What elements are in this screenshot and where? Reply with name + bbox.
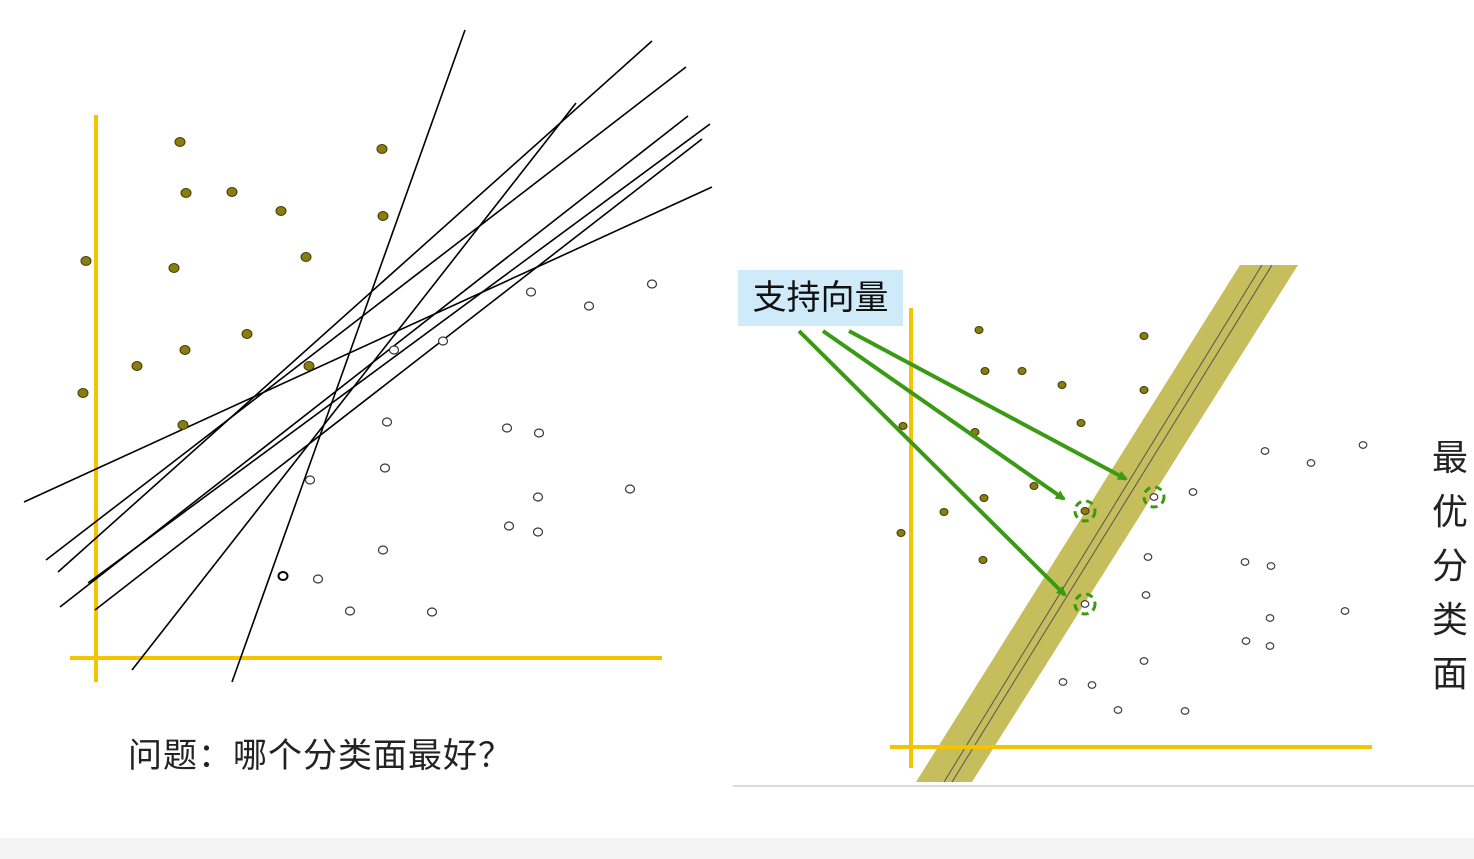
class-b-point (277, 571, 289, 581)
support-vector-ring (1073, 499, 1097, 523)
arrow (848, 329, 1128, 481)
class-b-point (1340, 607, 1350, 615)
class-b-point (1260, 447, 1270, 455)
class-a-point (303, 361, 315, 371)
right-panel (733, 264, 1474, 787)
class-b-point (1265, 614, 1275, 622)
class-a-point (241, 329, 253, 339)
class-a-point (80, 256, 92, 266)
class-a-point (1139, 332, 1149, 340)
class-b-point (388, 345, 400, 355)
class-b-point (1141, 591, 1151, 599)
class-a-point (1057, 381, 1067, 389)
class-a-point (174, 137, 186, 147)
candidate-line (87, 123, 711, 584)
class-b-point (381, 417, 393, 427)
class-a-point (177, 420, 189, 430)
class-a-point (939, 508, 949, 516)
class-a-point (300, 252, 312, 262)
left-class-b-points (277, 279, 658, 617)
class-a-point (179, 345, 191, 355)
class-b-point (1113, 706, 1123, 714)
left-class-a-points (77, 137, 389, 430)
class-b-point (503, 521, 515, 531)
margin-band (916, 265, 1298, 782)
candidate-line (45, 66, 687, 561)
support-vector-ring (1073, 592, 1097, 616)
class-b-point (1240, 558, 1250, 566)
right-class-b-points (1058, 441, 1368, 715)
arrow (821, 329, 1066, 501)
class-b-point (426, 607, 438, 617)
class-b-point (1143, 553, 1153, 561)
class-b-point (501, 423, 513, 433)
class-b-point (532, 492, 544, 502)
class-a-point (180, 188, 192, 198)
class-b-point (533, 428, 545, 438)
class-b-point (1087, 681, 1097, 689)
left-panel (23, 29, 713, 683)
class-a-point (1017, 367, 1027, 375)
class-b-point (1306, 459, 1316, 467)
candidate-line (131, 102, 577, 671)
bottom-bar (0, 838, 1474, 859)
candidate-line (23, 186, 713, 503)
class-a-point (978, 556, 988, 564)
class-a-point (898, 422, 908, 430)
class-a-point (896, 529, 906, 537)
class-b-point (1149, 493, 1159, 501)
class-b-point (1266, 562, 1276, 570)
class-a-point (377, 211, 389, 221)
class-b-point (379, 463, 391, 473)
class-a-point (226, 187, 238, 197)
class-a-point (1080, 507, 1090, 515)
class-a-point (979, 494, 989, 502)
class-a-point (1139, 386, 1149, 394)
class-a-point (275, 206, 287, 216)
arrow (797, 329, 1067, 597)
class-b-point (1188, 488, 1198, 496)
candidate-line (94, 138, 703, 611)
candidate-lines (23, 29, 713, 683)
class-b-point (532, 527, 544, 537)
class-b-point (1139, 657, 1149, 665)
class-b-point (344, 606, 356, 616)
class-b-point (1058, 678, 1068, 686)
class-b-point (624, 484, 636, 494)
class-b-point (1265, 642, 1275, 650)
class-b-point (304, 475, 316, 485)
right-class-a-points (896, 326, 1149, 564)
support-vector-ring (1142, 485, 1166, 509)
optimal-plane-text-value: 最优分类面 (1432, 438, 1469, 695)
support-vector-highlights (1073, 485, 1166, 616)
class-b-point (525, 287, 537, 297)
class-b-point (1358, 441, 1368, 449)
class-b-point (646, 279, 658, 289)
candidate-line (231, 29, 466, 683)
class-a-point (168, 263, 180, 273)
class-a-point (376, 144, 388, 154)
class-a-point (974, 326, 984, 334)
support-vector-label: 支持向量 (738, 270, 903, 326)
optimal-plane-text: 最优分类面 (1432, 432, 1474, 702)
class-b-point (312, 574, 324, 584)
class-b-point (1241, 637, 1251, 645)
optimal-hyperplane-line (951, 264, 1273, 783)
class-b-point (377, 545, 389, 555)
class-a-point (980, 367, 990, 375)
class-b-point (437, 336, 449, 346)
class-a-point (77, 388, 89, 398)
class-b-point (583, 301, 595, 311)
class-b-point (1180, 707, 1190, 715)
class-a-point (131, 361, 143, 371)
class-a-point (1076, 419, 1086, 427)
class-a-point (1029, 482, 1039, 490)
question-caption: 问题：哪个分类面最好？ (128, 736, 513, 776)
margin-edge-line (943, 264, 1263, 783)
candidate-line (57, 40, 653, 573)
class-b-point (1080, 600, 1090, 608)
support-vector-arrows (797, 329, 1128, 597)
